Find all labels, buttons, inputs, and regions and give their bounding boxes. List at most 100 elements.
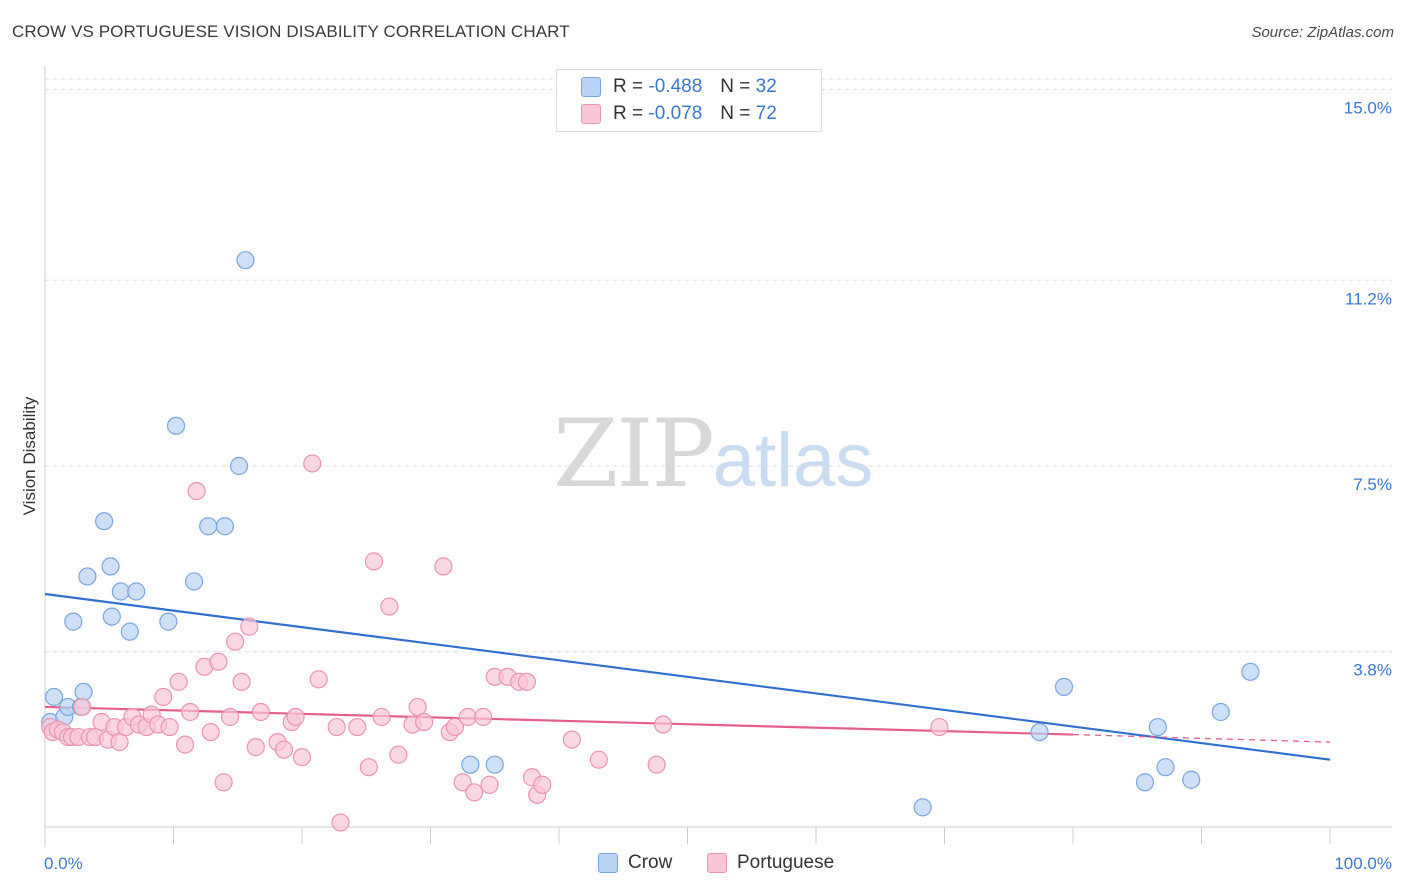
crow-point [1148,717,1167,737]
crow-point [913,798,932,817]
portuguese-point [240,617,259,636]
chart-title: CROW VS PORTUGUESE VISION DISABILITY COR… [12,22,570,41]
portuguese-point [154,687,173,707]
crow-point [74,682,93,702]
axes [44,66,1392,847]
portuguese-point [286,707,305,727]
portuguese-point [181,702,200,722]
crow-n-label: N = [720,76,751,97]
portuguese-point [169,672,188,691]
crow-point [485,755,504,774]
portuguese-point [220,707,240,727]
watermark-atlas: atlas [712,418,874,503]
crow-point [215,517,234,536]
crow-point [64,612,83,631]
grid-lines [45,78,1392,653]
portuguese-point [327,717,346,737]
watermark: ZIPatlas [553,400,873,509]
crow-point [1156,758,1175,777]
portuguese-point [187,482,206,501]
portuguese-point [389,745,408,764]
legend-row-portuguese: R = -0.078 N = 72 [581,102,777,126]
y-tick-label: 7.5% [1353,475,1392,494]
crow-swatch [581,77,601,97]
y-tick-label: 3.8% [1353,661,1392,680]
crow-point [44,687,64,707]
source-label: Source: ZipAtlas.com [1251,24,1394,41]
portuguese-point [274,740,294,759]
portuguese-point [380,597,399,616]
portuguese-legend-swatch [707,853,727,873]
data-points [41,251,1260,832]
portuguese-point [331,813,350,832]
portuguese-point [348,717,367,737]
crow-r-label: R = [613,76,644,97]
portuguese-point [201,722,220,742]
crow-trend-line [44,592,1331,761]
crow-point [1241,662,1260,681]
portuguese-point [474,707,493,727]
legend-item-portuguese: Portuguese [707,852,834,874]
portuguese-point [110,732,129,752]
portuguese-n-label: N = [720,103,751,124]
portuguese-point [359,758,378,777]
crow-point [1211,702,1230,722]
portuguese-point [434,557,453,576]
crow-legend-swatch [598,853,618,873]
x-tick-label: 0.0% [44,854,83,873]
crow-point [95,512,114,531]
portuguese-point [480,775,499,794]
portuguese-point [73,697,92,717]
portuguese-n-value: 72 [755,103,777,124]
crow-point [229,456,249,476]
portuguese-point [562,730,581,749]
portuguese-point [653,715,673,734]
portuguese-point [246,738,265,757]
portuguese-point [292,748,312,767]
trend-lines [44,592,1331,761]
crow-point [236,251,255,270]
crow-r-value: -0.488 [648,76,703,97]
portuguese-point [408,697,427,717]
y-axis-title: Vision Disability [20,396,39,515]
portuguese-swatch [581,104,601,124]
series-legend: Crow Portuguese [0,852,1406,878]
portuguese-point [458,707,477,727]
portuguese-point [533,775,552,794]
portuguese-point [372,707,391,727]
tick-labels: 3.8% 7.5% 11.2% 15.0% 0.0% 100.0% Vision Disab… [20,99,1392,874]
legend-row-crow: R = -0.488 N = 32 [581,75,777,99]
crow-point [1182,770,1201,789]
crow-point [1135,773,1155,792]
y-tick-label: 11.2% [1345,289,1392,308]
portuguese-point [930,717,949,737]
portuguese-point [175,735,195,754]
crow-point [111,582,130,601]
portuguese-point [309,670,328,689]
portuguese-trend-extension [1072,733,1331,743]
portuguese-point [303,454,322,473]
crow-point [78,567,97,586]
portuguese-point [453,773,472,792]
legend-item-crow: Crow [598,852,672,874]
crow-point [101,557,120,576]
x-tick-label: 100.0% [1334,854,1392,873]
portuguese-point [251,702,270,722]
crow-point [184,572,204,591]
portuguese-point [160,717,179,737]
crow-point [102,607,121,626]
portuguese-legend-label: Portuguese [737,852,835,873]
crow-point [159,612,178,631]
portuguese-trend-line [44,705,1074,736]
portuguese-point [226,632,245,651]
watermark-zip: ZIP [553,400,715,509]
portuguese-point [589,750,608,769]
portuguese-point [465,783,484,802]
y-tick-label: 15.0% [1344,99,1392,118]
crow-point [166,416,186,435]
crow-legend-label: Crow [628,852,673,873]
portuguese-point [364,552,384,571]
portuguese-point [445,717,465,737]
portuguese-r-value: -0.078 [648,103,703,124]
